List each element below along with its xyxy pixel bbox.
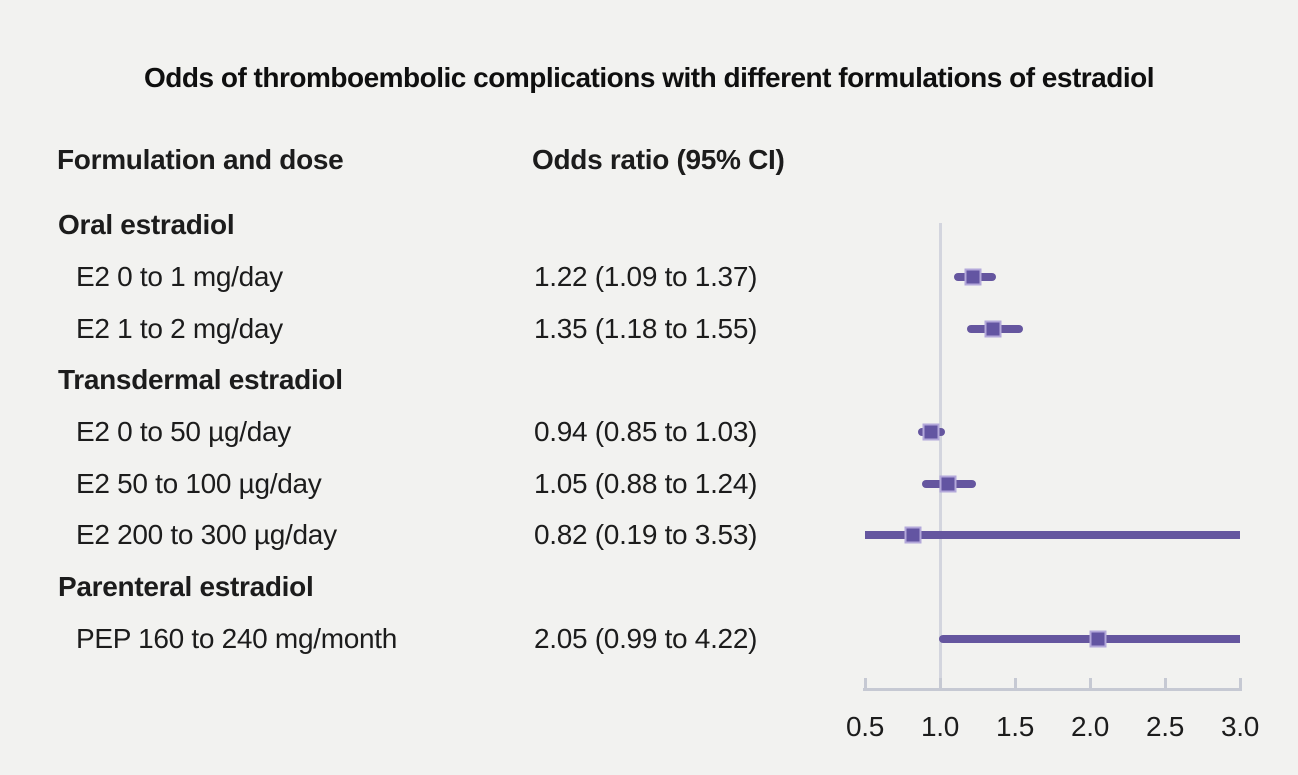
group-label: Transdermal estradiol	[58, 364, 343, 396]
odds-ratio-value: 1.35 (1.18 to 1.55)	[534, 312, 758, 344]
figure-title: Odds of thromboembolic complications wit…	[144, 62, 1155, 93]
x-axis-tick-label: 2.5	[1145, 711, 1185, 742]
row-label: E2 1 to 2 mg/day	[76, 312, 283, 344]
point-marker	[904, 526, 922, 544]
row-label: E2 200 to 300 µg/day	[76, 519, 337, 551]
x-axis-tick	[1238, 678, 1242, 688]
x-axis-tick-label: 0.5	[845, 711, 885, 742]
x-axis-tick-label: 3.0	[1220, 711, 1260, 742]
point-marker	[1089, 630, 1106, 648]
row-label: E2 50 to 100 µg/day	[76, 467, 322, 499]
ci-line	[865, 531, 1240, 540]
point-marker	[984, 320, 1001, 338]
x-axis-tick-label: 1.0	[920, 711, 960, 742]
row-label: E2 0 to 1 mg/day	[76, 260, 283, 292]
point-marker	[939, 475, 956, 493]
x-axis-line	[863, 688, 1242, 691]
point-marker	[964, 268, 982, 286]
x-axis-tick	[1088, 678, 1092, 688]
reference-line	[938, 223, 942, 691]
point-marker	[922, 423, 940, 441]
column-header-formulation: Formulation and dose	[57, 144, 344, 175]
odds-ratio-value: 0.94 (0.85 to 1.03)	[534, 415, 758, 447]
row-label: PEP 160 to 240 mg/month	[76, 622, 398, 654]
column-header-odds-ratio: Odds ratio (95% CI)	[532, 144, 785, 175]
x-axis-tick-label: 1.5	[995, 711, 1035, 742]
x-axis-tick	[863, 678, 867, 688]
odds-ratio-value: 0.82 (0.19 to 3.53)	[534, 519, 758, 551]
x-axis-tick	[1163, 678, 1167, 688]
x-axis-tick	[938, 678, 942, 688]
odds-ratio-value: 2.05 (0.99 to 4.22)	[534, 622, 758, 654]
group-label: Parenteral estradiol	[58, 570, 314, 602]
odds-ratio-value: 1.22 (1.09 to 1.37)	[534, 260, 758, 292]
row-label: E2 0 to 50 µg/day	[76, 415, 291, 447]
x-axis-tick	[1013, 678, 1017, 688]
x-axis-tick-label: 2.0	[1070, 711, 1110, 742]
odds-ratio-value: 1.05 (0.88 to 1.24)	[534, 467, 758, 499]
group-label: Oral estradiol	[58, 209, 235, 241]
